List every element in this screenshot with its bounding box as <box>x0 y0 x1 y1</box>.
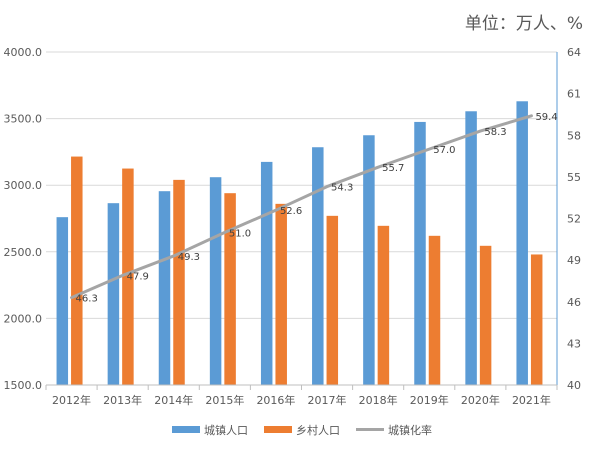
bar-urban <box>209 177 222 385</box>
bar-urban <box>363 135 375 385</box>
rate-data-label: 46.3 <box>76 294 98 305</box>
y-right-tick-label: 61 <box>567 88 581 101</box>
x-tick-label: 2020年 <box>461 393 500 407</box>
y-right-tick-label: 49 <box>567 254 581 267</box>
rate-data-label: 54.3 <box>331 183 353 194</box>
bar-urban <box>312 147 324 385</box>
bar-rural <box>326 215 339 385</box>
x-tick-label: 2018年 <box>359 393 398 407</box>
bar-rural <box>275 203 287 385</box>
y-right-tick-label: 46 <box>567 296 581 309</box>
y-left-tick-label: 3500.0 <box>4 113 43 126</box>
rate-line-group <box>70 114 533 300</box>
bars-group <box>56 101 543 386</box>
unit-label: 单位：万人、% <box>465 14 583 34</box>
bar-rural <box>173 179 185 385</box>
legend-rate-label: 城镇化率 <box>388 423 432 437</box>
legend-rural-swatch <box>264 426 292 433</box>
bar-rural <box>479 245 492 385</box>
rate-data-label: 55.7 <box>382 163 404 174</box>
y-right-tick-label: 52 <box>567 213 581 226</box>
y-right-tick-label: 40 <box>567 379 581 392</box>
rate-data-label: 58.3 <box>484 127 506 138</box>
legend: 城镇人口 乡村人口 城镇化率 <box>172 423 432 437</box>
rate-data-label: 49.3 <box>178 252 200 263</box>
x-tick-label: 2012年 <box>52 393 91 407</box>
bar-rural <box>530 254 543 385</box>
bar-rural <box>71 156 83 385</box>
x-tick-label: 2019年 <box>410 393 449 407</box>
rate-line <box>70 114 533 300</box>
y-right-tick-label: 64 <box>567 46 581 59</box>
x-tick-label: 2014年 <box>154 393 193 407</box>
bar-urban <box>158 191 171 385</box>
y-left-tick-label: 2500.0 <box>4 246 43 259</box>
bar-urban <box>465 111 477 386</box>
rate-data-label: 52.6 <box>280 206 302 217</box>
y-right-tick-label: 55 <box>567 171 581 184</box>
bar-urban <box>516 101 528 385</box>
y-left-tick-label: 2000.0 <box>4 312 43 325</box>
bar-rural <box>428 235 441 385</box>
bar-rural <box>122 168 134 385</box>
legend-rural-label: 乡村人口 <box>296 423 340 437</box>
legend-urban-label: 城镇人口 <box>204 423 248 437</box>
bar-urban <box>107 203 120 385</box>
bar-rural <box>377 225 390 385</box>
rate-data-label: 47.9 <box>127 271 149 282</box>
rate-data-label: 57.0 <box>433 145 455 156</box>
x-tick-label: 2013年 <box>103 393 142 407</box>
axes-group: 1500.0 2000.0 2500.0 3000.0 3500.0 4000.0 40 43… <box>4 46 582 407</box>
bar-urban <box>56 217 69 385</box>
bar-rural <box>224 193 236 385</box>
y-left-tick-label: 4000.0 <box>4 46 43 59</box>
bar-urban <box>260 161 273 385</box>
rate-data-label: 59.4 <box>535 112 557 123</box>
rate-data-label: 51.0 <box>229 228 251 239</box>
x-tick-label: 2016年 <box>256 393 295 407</box>
x-tick-label: 2015年 <box>205 393 244 407</box>
y-left-tick-label: 3000.0 <box>4 179 43 192</box>
x-tick-label: 2017年 <box>308 393 347 407</box>
bar-urban <box>414 121 426 386</box>
legend-urban-swatch <box>172 426 200 433</box>
y-right-tick-label: 43 <box>567 337 581 350</box>
rate-labels-group: 46.3 47.9 49.3 51.0 52.6 54.3 55.7 57.0 58.3 59.4 <box>76 112 558 305</box>
y-left-tick-label: 1500.0 <box>4 379 43 392</box>
x-tick-label: 2021年 <box>512 393 551 407</box>
y-right-tick-label: 58 <box>567 129 581 142</box>
